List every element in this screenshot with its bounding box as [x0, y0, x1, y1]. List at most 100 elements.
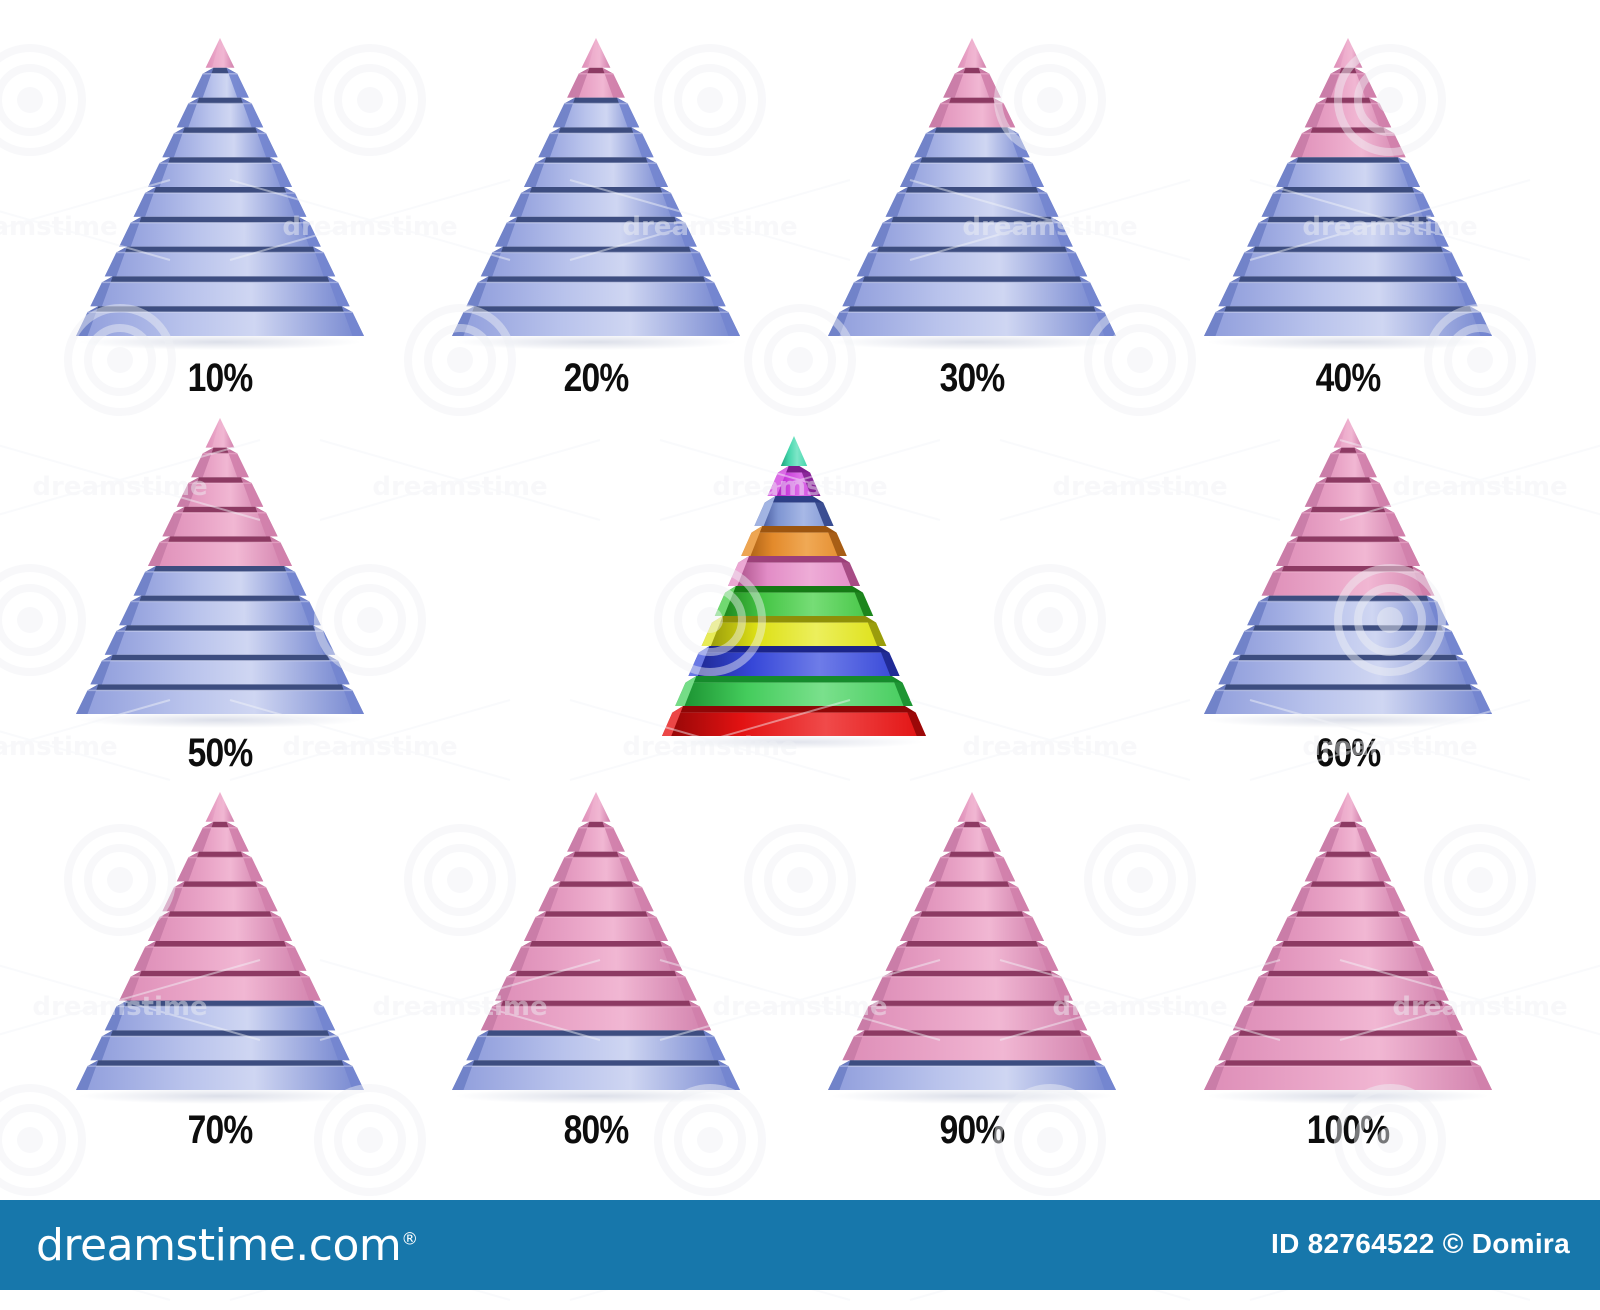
pyramid-level-cap-right	[602, 67, 625, 98]
pyramid-ground-shadow	[454, 1088, 738, 1104]
pyramid-level	[885, 946, 1059, 971]
pyramid-level	[119, 976, 321, 1001]
pyramid-50[interactable]	[46, 412, 394, 734]
pyramid-level-cap-left	[133, 187, 156, 217]
pyramid-level	[76, 312, 364, 336]
pyramid-level-cap-left	[538, 127, 561, 158]
pyramid-level-cap-left	[1276, 911, 1299, 941]
pyramid-level-cap-right	[226, 67, 249, 98]
pyramid-level-cap-right	[703, 1030, 726, 1061]
pyramid-level-cap-right	[1368, 851, 1392, 882]
pyramid-level	[205, 38, 235, 68]
pyramid-level	[90, 282, 350, 307]
pyramid-level-cap-left	[662, 706, 684, 736]
pyramid-level-cap-right	[1397, 536, 1420, 566]
pyramid-level-cap-right	[992, 851, 1016, 882]
pyramid-level-cap-right	[1354, 67, 1377, 98]
pyramid-level	[1276, 917, 1420, 941]
pyramid-level-shadow	[101, 654, 339, 661]
pyramid-level-shadow	[564, 97, 628, 104]
pyramid-90[interactable]	[798, 786, 1146, 1110]
pyramid-level-cap-left	[928, 851, 952, 882]
pyramid-level-cap-right	[255, 506, 278, 537]
pyramid-level-cap-left	[552, 97, 576, 128]
pyramid-70[interactable]	[46, 786, 394, 1110]
pyramid-level-cap-right	[904, 706, 926, 736]
pyramid-level-shadow	[1273, 566, 1423, 572]
pyramid-level-cap-left	[943, 821, 966, 852]
pyramid-level-cap-right	[1469, 306, 1492, 336]
dreamstime-logo[interactable]: dreamstime.com®	[36, 1220, 418, 1271]
pyramid-level-cap-left	[524, 911, 547, 941]
pyramid-level	[452, 1066, 740, 1090]
pyramid-level-cap-left	[885, 941, 908, 971]
pyramid-level-shadow	[87, 306, 353, 313]
footer-bar: dreamstime.com® ID 82764522 © Domira	[0, 1200, 1600, 1290]
pyramid-level-cap-right	[838, 556, 860, 586]
pyramid-level-cap-right	[1354, 821, 1377, 852]
pyramid-level-cap-left	[1204, 1060, 1227, 1090]
pyramid-level-cap-left	[148, 157, 171, 187]
pyramid-ground-shadow	[78, 334, 362, 350]
multicolor-pyramid[interactable]	[632, 430, 956, 756]
pyramid-ground-shadow	[664, 735, 924, 749]
pyramid-level-cap-left	[162, 506, 185, 537]
pyramid-level	[1232, 631, 1464, 655]
pyramid-level	[856, 1006, 1088, 1031]
pyramid-level-cap-right	[327, 276, 350, 307]
pyramid-level-cap-right	[631, 881, 654, 912]
pyramid-level-shadow	[1316, 97, 1380, 104]
pyramid-level	[176, 483, 264, 507]
pyramid-level	[1290, 133, 1406, 158]
pyramid-80[interactable]	[422, 786, 770, 1110]
pyramid-level-cap-right	[312, 625, 336, 655]
pyramid-level	[914, 133, 1030, 158]
pyramid-level-cap-left	[1319, 447, 1342, 478]
pyramid-60[interactable]	[1174, 412, 1522, 734]
pyramid-level-cap-right	[674, 216, 697, 247]
pyramid-ground-shadow	[830, 1088, 1114, 1104]
pyramid-level-cap-left	[900, 911, 923, 941]
pyramid-level-cap-left	[133, 941, 156, 971]
pyramid-level-shadow	[751, 526, 837, 533]
pyramid-level-cap-left	[675, 676, 697, 706]
pyramid-40[interactable]	[1174, 32, 1522, 356]
pyramid-level-cap-right	[1426, 970, 1449, 1001]
pyramid-level-cap-right	[269, 536, 292, 566]
pyramid-level-cap-left	[567, 821, 590, 852]
pyramid-level-shadow	[130, 970, 310, 977]
pyramid-level-cap-left	[509, 187, 532, 217]
pyramid-level-cap-right	[269, 911, 292, 941]
pyramid-ground-shadow	[1206, 1088, 1490, 1104]
pyramid-level-shadow	[1258, 970, 1438, 977]
pyramid-level-cap-right	[1021, 911, 1044, 941]
pyramid-level	[495, 222, 697, 247]
pyramid-100[interactable]	[1174, 786, 1522, 1110]
image-credit: ID 82764522 © Domira	[1270, 1228, 1570, 1259]
pyramid-ground-shadow	[78, 712, 362, 728]
pyramid-level-shadow	[1215, 306, 1481, 313]
pyramid-level	[871, 222, 1073, 247]
pyramid-level-cap-left	[133, 566, 156, 596]
pyramid-level-cap-left	[1261, 941, 1284, 971]
pyramid-level	[1218, 282, 1478, 307]
pyramid-level-shadow	[925, 127, 1019, 134]
pyramid-level-cap-left	[191, 67, 214, 98]
pyramid-level-cap-right	[1440, 246, 1464, 277]
pyramid-ground-shadow	[1206, 712, 1490, 728]
pyramid-10[interactable]	[46, 32, 394, 356]
pyramid-level-shadow	[1229, 276, 1467, 283]
pyramid-level-highlight	[1340, 418, 1352, 448]
pyramid-level-shadow	[159, 157, 281, 164]
pyramid-level-shadow	[1301, 127, 1395, 134]
pyramid-level-cap-right	[240, 851, 264, 882]
pyramid-level-cap-left	[176, 97, 200, 128]
pyramid-level	[662, 712, 926, 736]
pyramid-level-cap-left	[480, 246, 504, 277]
pyramid-20[interactable]	[422, 32, 770, 356]
pyramid-level-cap-right	[341, 1060, 364, 1090]
pyramid-level	[754, 502, 834, 526]
pyramid-30[interactable]	[798, 32, 1146, 356]
pyramid-level-cap-right	[1079, 1030, 1102, 1061]
pyramid-ground-shadow	[454, 334, 738, 350]
